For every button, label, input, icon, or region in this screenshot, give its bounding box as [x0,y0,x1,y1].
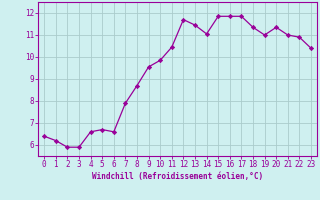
X-axis label: Windchill (Refroidissement éolien,°C): Windchill (Refroidissement éolien,°C) [92,172,263,181]
